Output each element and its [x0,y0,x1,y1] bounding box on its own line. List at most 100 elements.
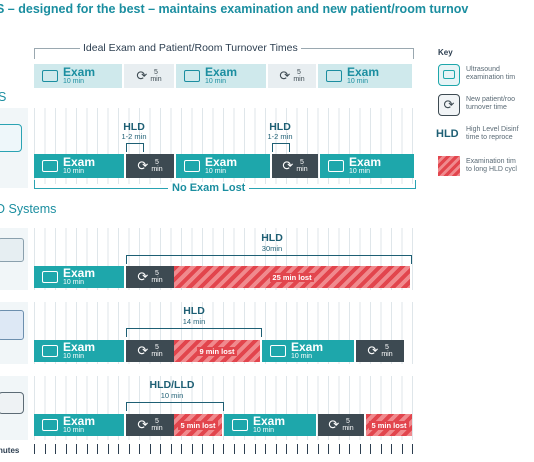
row2-hld-bracket [126,328,262,337]
ideal-turnover-1: ⟳ 5 min [124,64,174,88]
turnover-num: 5 [155,418,159,425]
row0-exam-3: Exam 10 min [320,154,414,178]
turnover-unit: min [293,76,305,83]
hld-bracket-1 [126,143,144,152]
row3-turnover-2: ⟳ 5 min [318,414,364,436]
exam-sub: 10 min [349,167,371,175]
exam-label: Exam [349,154,382,169]
ultrasound-icon [42,70,58,82]
minute-tick [86,444,88,454]
section-label-top: S [0,90,7,104]
turnover-icon: ⟳ [136,68,148,83]
device-icon-2 [0,238,24,262]
row2-hld-label: HLD [183,305,205,317]
ideal-title: Ideal Exam and Patient/Room Turnover Tim… [80,42,301,54]
turnover-num: 5 [155,344,159,351]
row3-lost-time-2: 5 min lost [366,414,412,436]
exam-sub: 10 min [63,167,85,175]
exam-label: Exam [63,64,96,79]
key-exam-swatch [438,64,460,86]
minutes-label: nutes [0,446,20,455]
exam-label: Exam [63,339,96,354]
turnover-unit: min [151,351,163,358]
ultrasound-icon [328,160,344,172]
turnover-unit: min [150,76,162,83]
row0-turnover-1: ⟳ 5 min [126,154,174,178]
turnover-unit: min [151,425,163,432]
row3-hld-bracket [126,402,224,411]
device-icon-4 [0,392,24,414]
row1-hld-sub: 30min [261,244,283,253]
ultrasound-icon [42,345,58,357]
turnover-num: 5 [297,69,301,76]
row1-hld-bracket [126,255,412,264]
minute-tick [254,444,256,454]
ultrasound-icon [232,419,248,431]
minute-tick [170,444,172,454]
minute-tick [118,444,119,454]
key-turn-line2: turnover time [466,104,507,111]
row3-hld-label: HLD/LLD [149,379,195,391]
turnover-icon: ⟳ [137,269,149,284]
minute-tick [307,444,308,454]
row1-lost-time: 25 min lost [174,266,410,288]
exam-sub: 10 min [291,352,313,360]
device-icon-3 [0,310,24,340]
row2-hld-sub: 14 min [182,317,206,326]
device-icon-1 [0,124,22,152]
minute-tick [65,444,67,454]
minute-tick [76,444,77,454]
exam-sub: 10 min [63,426,85,434]
row3-lost-label: 5 min lost [178,420,218,430]
row1-lost-label: 25 min lost [270,272,314,282]
minute-tick [359,444,361,454]
turnover-num: 5 [385,344,389,351]
minute-tick [181,444,182,454]
minute-tick [317,444,319,454]
row3-exam-1: Exam 10 min [34,414,124,436]
key-exam-line2: examination tim [466,74,516,81]
hld-label-1: HLD [123,121,145,133]
minute-tick [401,444,403,454]
minute-tick [244,444,245,454]
row1-exam: Exam 10 min [34,266,124,288]
exam-sub: 10 min [63,278,85,286]
row0-turnover-2: ⟳ 5 min [272,154,318,178]
turnover-icon: ⟳ [279,68,291,83]
exam-sub: 10 min [205,77,227,85]
row2-turnover-2: ⟳ 5 min [356,340,404,362]
no-exam-lost: No Exam Lost [168,182,250,194]
key-lost-swatch [438,156,460,176]
turnover-icon: ⟳ [367,343,379,358]
turnover-num: 5 [154,69,158,76]
key-hld-text: High Level Disinf time to reproce [466,126,519,142]
minute-tick [328,444,329,454]
turnover-icon: ⟳ [328,417,340,432]
exam-sub: 10 min [63,77,85,85]
row3-lost-time-1: 5 min lost [174,414,222,436]
ideal-exam-1: Exam 10 min [34,64,122,88]
minute-tick [380,444,382,454]
minute-tick [391,444,392,454]
section-label-systems: D Systems [0,202,57,216]
row0-exam-2: Exam 10 min [176,154,270,178]
ultrasound-icon [184,70,200,82]
exam-sub: 10 min [205,167,227,175]
exam-label: Exam [63,154,96,169]
key-exam-text: Ultrasound examination tim [466,66,515,82]
minute-tick [107,444,109,454]
row2-exam-2: Exam 10 min [262,340,354,362]
turnover-num: 5 [155,159,159,166]
ultrasound-icon [184,160,200,172]
key-hld-tag: HLD [436,128,459,140]
row3-turnover-1: ⟳ 5 min [126,414,174,436]
minute-tick [149,444,151,454]
turnover-icon: ⟳ [137,158,149,173]
minute-tick [233,444,235,454]
minute-tick [265,444,266,454]
minute-tick [296,444,298,454]
hld-label-2: HLD [269,121,291,133]
key-exam-line1: Ultrasound [466,66,500,73]
turnover-unit: min [342,425,354,432]
minute-tick [338,444,340,454]
